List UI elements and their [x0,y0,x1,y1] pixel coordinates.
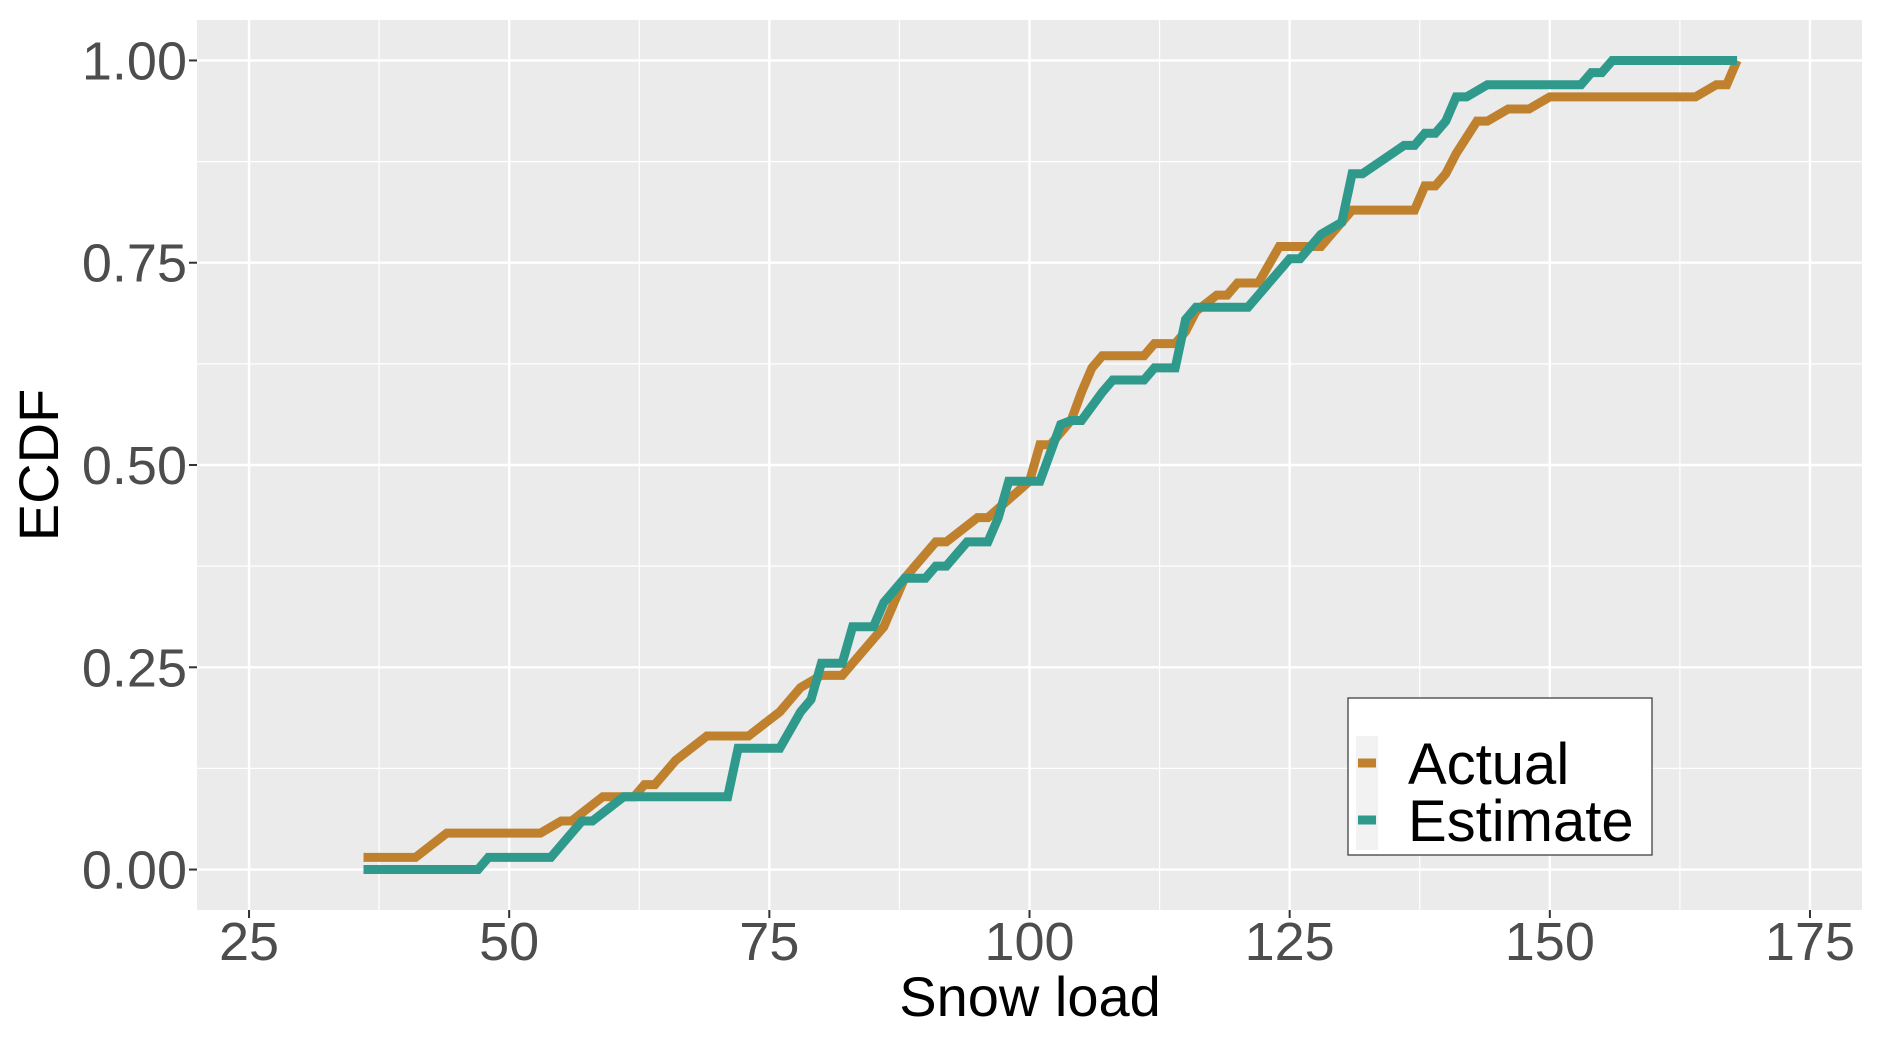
legend-label-actual: Actual [1408,732,1569,797]
grid-layer [197,20,1862,910]
y-tick-label: 0.75 [82,234,187,294]
legend-key-background [1356,736,1378,850]
x-tick-label: 25 [219,912,279,972]
y-tick-label: 0.00 [82,841,187,901]
x-tick-label: 150 [1505,912,1595,972]
y-tick-label: 0.50 [82,436,187,496]
x-tick-labels: 25 50 75 100 125 150 175 [219,910,1855,972]
legend-label-estimate: Estimate [1408,789,1634,854]
x-tick-label: 75 [739,912,799,972]
y-tick-labels: 0.00 0.25 0.50 0.75 1.00 [82,31,197,901]
y-axis-title: ECDF [7,389,70,541]
x-tick-label: 175 [1765,912,1855,972]
x-axis-title: Snow load [899,965,1161,1028]
legend-box [1347,697,1653,856]
x-tick-label: 125 [1245,912,1335,972]
series-line-estimate [363,56,1738,874]
x-tick-label: 50 [479,912,539,972]
legend: Actual Estimate [1347,697,1653,856]
series-layer [363,56,1742,874]
y-tick-label: 1.00 [82,31,187,91]
series-line-actual [363,58,1742,862]
x-tick-label: 100 [984,912,1074,972]
y-tick-label: 0.25 [82,638,187,698]
